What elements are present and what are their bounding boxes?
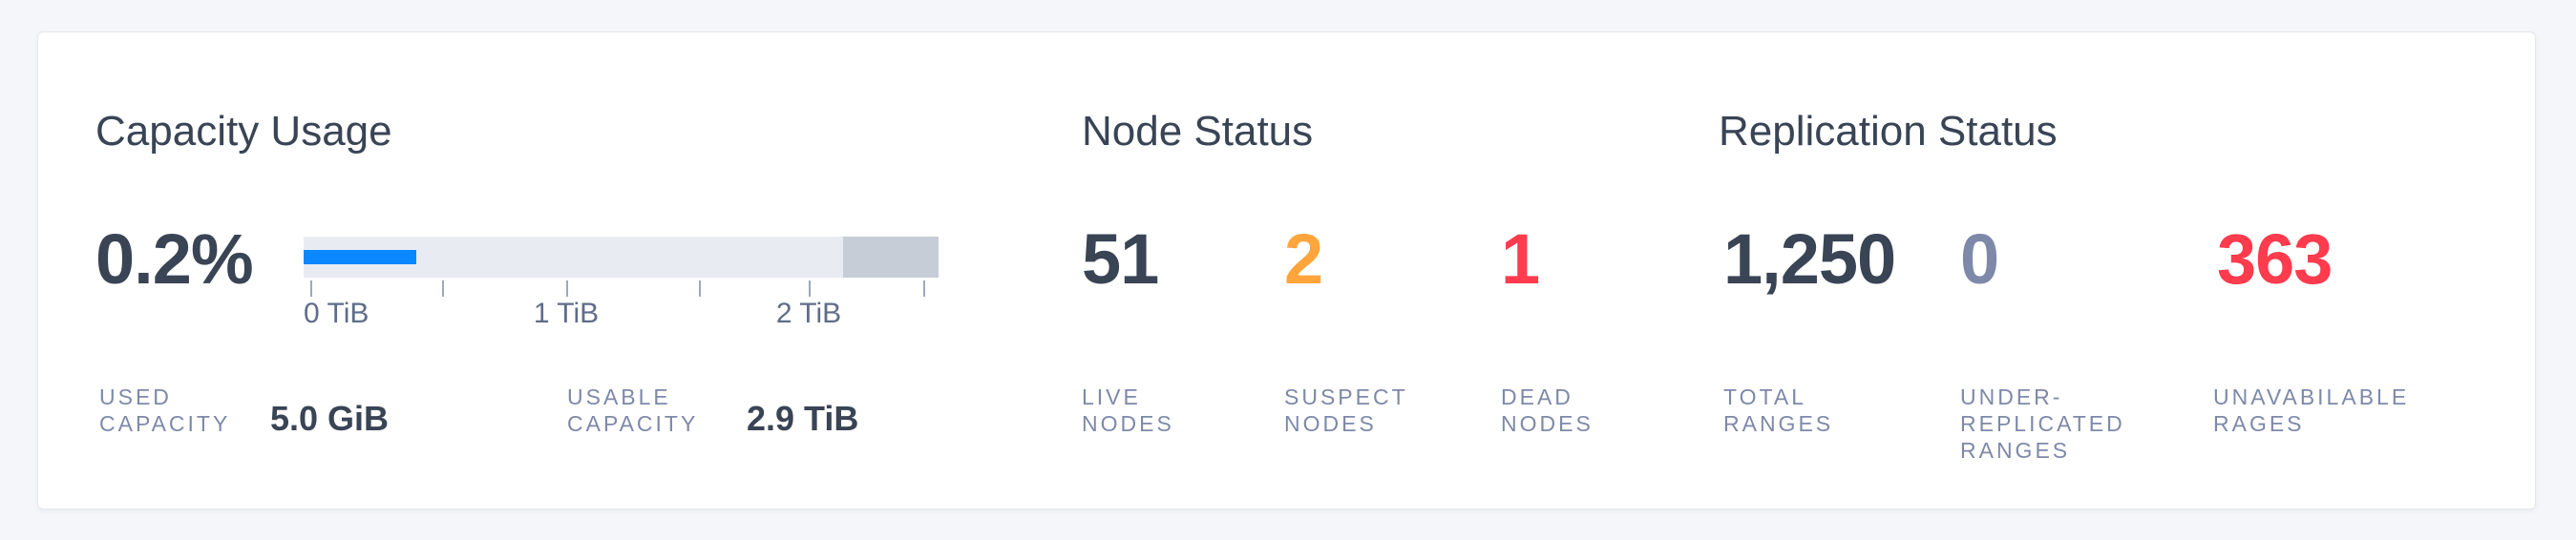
axis-tick-label-2: 2 TiB: [775, 298, 842, 329]
capacity-gauge-axis: [304, 280, 939, 297]
usable-capacity-label: USABLE CAPACITY: [567, 384, 699, 436]
capacity-usage-title: Capacity Usage: [95, 108, 392, 155]
suspect-nodes-label: SUSPECT NODES: [1284, 384, 1408, 436]
usable-capacity-value: 2.9 TiB: [747, 399, 859, 438]
capacity-gauge-reserved-segment: [843, 237, 939, 278]
axis-tick: [699, 280, 702, 297]
axis-tick: [565, 280, 568, 297]
live-nodes-label: LIVE NODES: [1082, 384, 1174, 436]
capacity-gauge-track: [304, 237, 939, 278]
under-replicated-ranges-label: UNDER- REPLICATED RANGES: [1960, 384, 2125, 463]
axis-tick: [922, 280, 925, 297]
unavailable-ranges-label: UNAVABILABLE RAGES: [2213, 384, 2410, 436]
dead-nodes-value: 1: [1501, 219, 1540, 299]
total-ranges-value: 1,250: [1723, 219, 1896, 299]
axis-tick-label-0: 0 TiB: [304, 298, 370, 329]
total-ranges-label: TOTAL RANGES: [1723, 384, 1834, 436]
capacity-gauge-used-bar: [304, 250, 416, 264]
live-nodes-value: 51: [1082, 219, 1159, 299]
axis-tick: [809, 280, 811, 297]
suspect-nodes-value: 2: [1284, 219, 1323, 299]
dead-nodes-label: DEAD NODES: [1501, 384, 1594, 436]
replication-status-title: Replication Status: [1719, 108, 2058, 155]
axis-tick: [309, 280, 312, 297]
node-status-title: Node Status: [1082, 108, 1314, 155]
axis-tick-label-1: 1 TiB: [533, 298, 600, 329]
used-capacity-value: 5.0 GiB: [270, 399, 390, 438]
unavailable-ranges-value: 363: [2217, 219, 2333, 299]
capacity-used-percent: 0.2%: [95, 219, 254, 299]
under-replicated-ranges-value: 0: [1960, 219, 1999, 299]
axis-tick: [441, 280, 444, 297]
used-capacity-label: USED CAPACITY: [99, 384, 231, 436]
